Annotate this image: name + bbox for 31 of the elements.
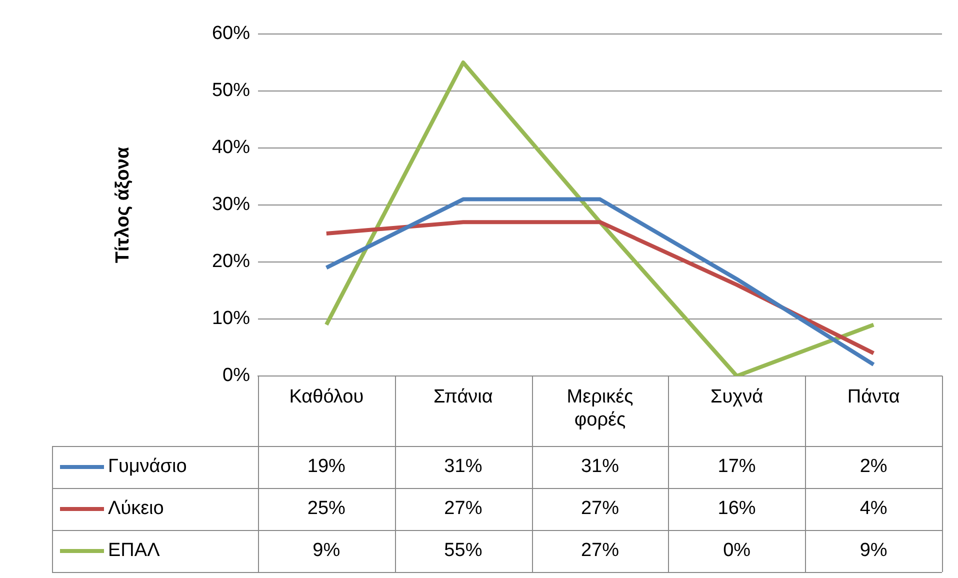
data-label: 16%	[718, 498, 756, 520]
data-label: 2%	[860, 456, 888, 478]
y-tick-label: 30%	[212, 194, 250, 216]
x-tick-label: Συχνά	[710, 386, 764, 408]
y-tick-label: 20%	[212, 251, 250, 272]
y-axis-title: Τίτλος άξονα	[112, 146, 134, 264]
data-label: 17%	[718, 456, 756, 478]
x-tick-label: Μερικές φορές	[566, 386, 634, 430]
data-label: 27%	[580, 540, 620, 562]
x-tick-label: Σπάνια	[434, 386, 493, 408]
data-label: 27%	[580, 498, 620, 520]
y-tick-label: 60%	[212, 23, 250, 44]
data-label: 4%	[860, 498, 888, 520]
y-tick-label: 0%	[222, 365, 250, 386]
y-tick-label: 50%	[212, 80, 250, 102]
data-label: 9%	[860, 540, 888, 562]
y-tick-label: 40%	[212, 137, 250, 158]
data-label: 0%	[723, 540, 751, 562]
legend-label: Λύκειο	[108, 498, 164, 520]
data-label: 27%	[444, 498, 482, 520]
data-label: 55%	[444, 540, 482, 562]
data-label: 19%	[307, 456, 346, 478]
data-label: 9%	[312, 540, 340, 562]
data-label: 25%	[307, 498, 346, 520]
x-tick-label: Καθόλου	[289, 386, 364, 408]
legend-label: Γυμνάσιο	[108, 456, 187, 478]
data-label: 31%	[444, 456, 482, 478]
legend-label: ΕΠΑΛ	[108, 540, 160, 562]
x-tick-label: Πάντα	[847, 386, 900, 408]
data-label: 31%	[580, 456, 620, 478]
y-tick-label: 10%	[212, 308, 250, 330]
